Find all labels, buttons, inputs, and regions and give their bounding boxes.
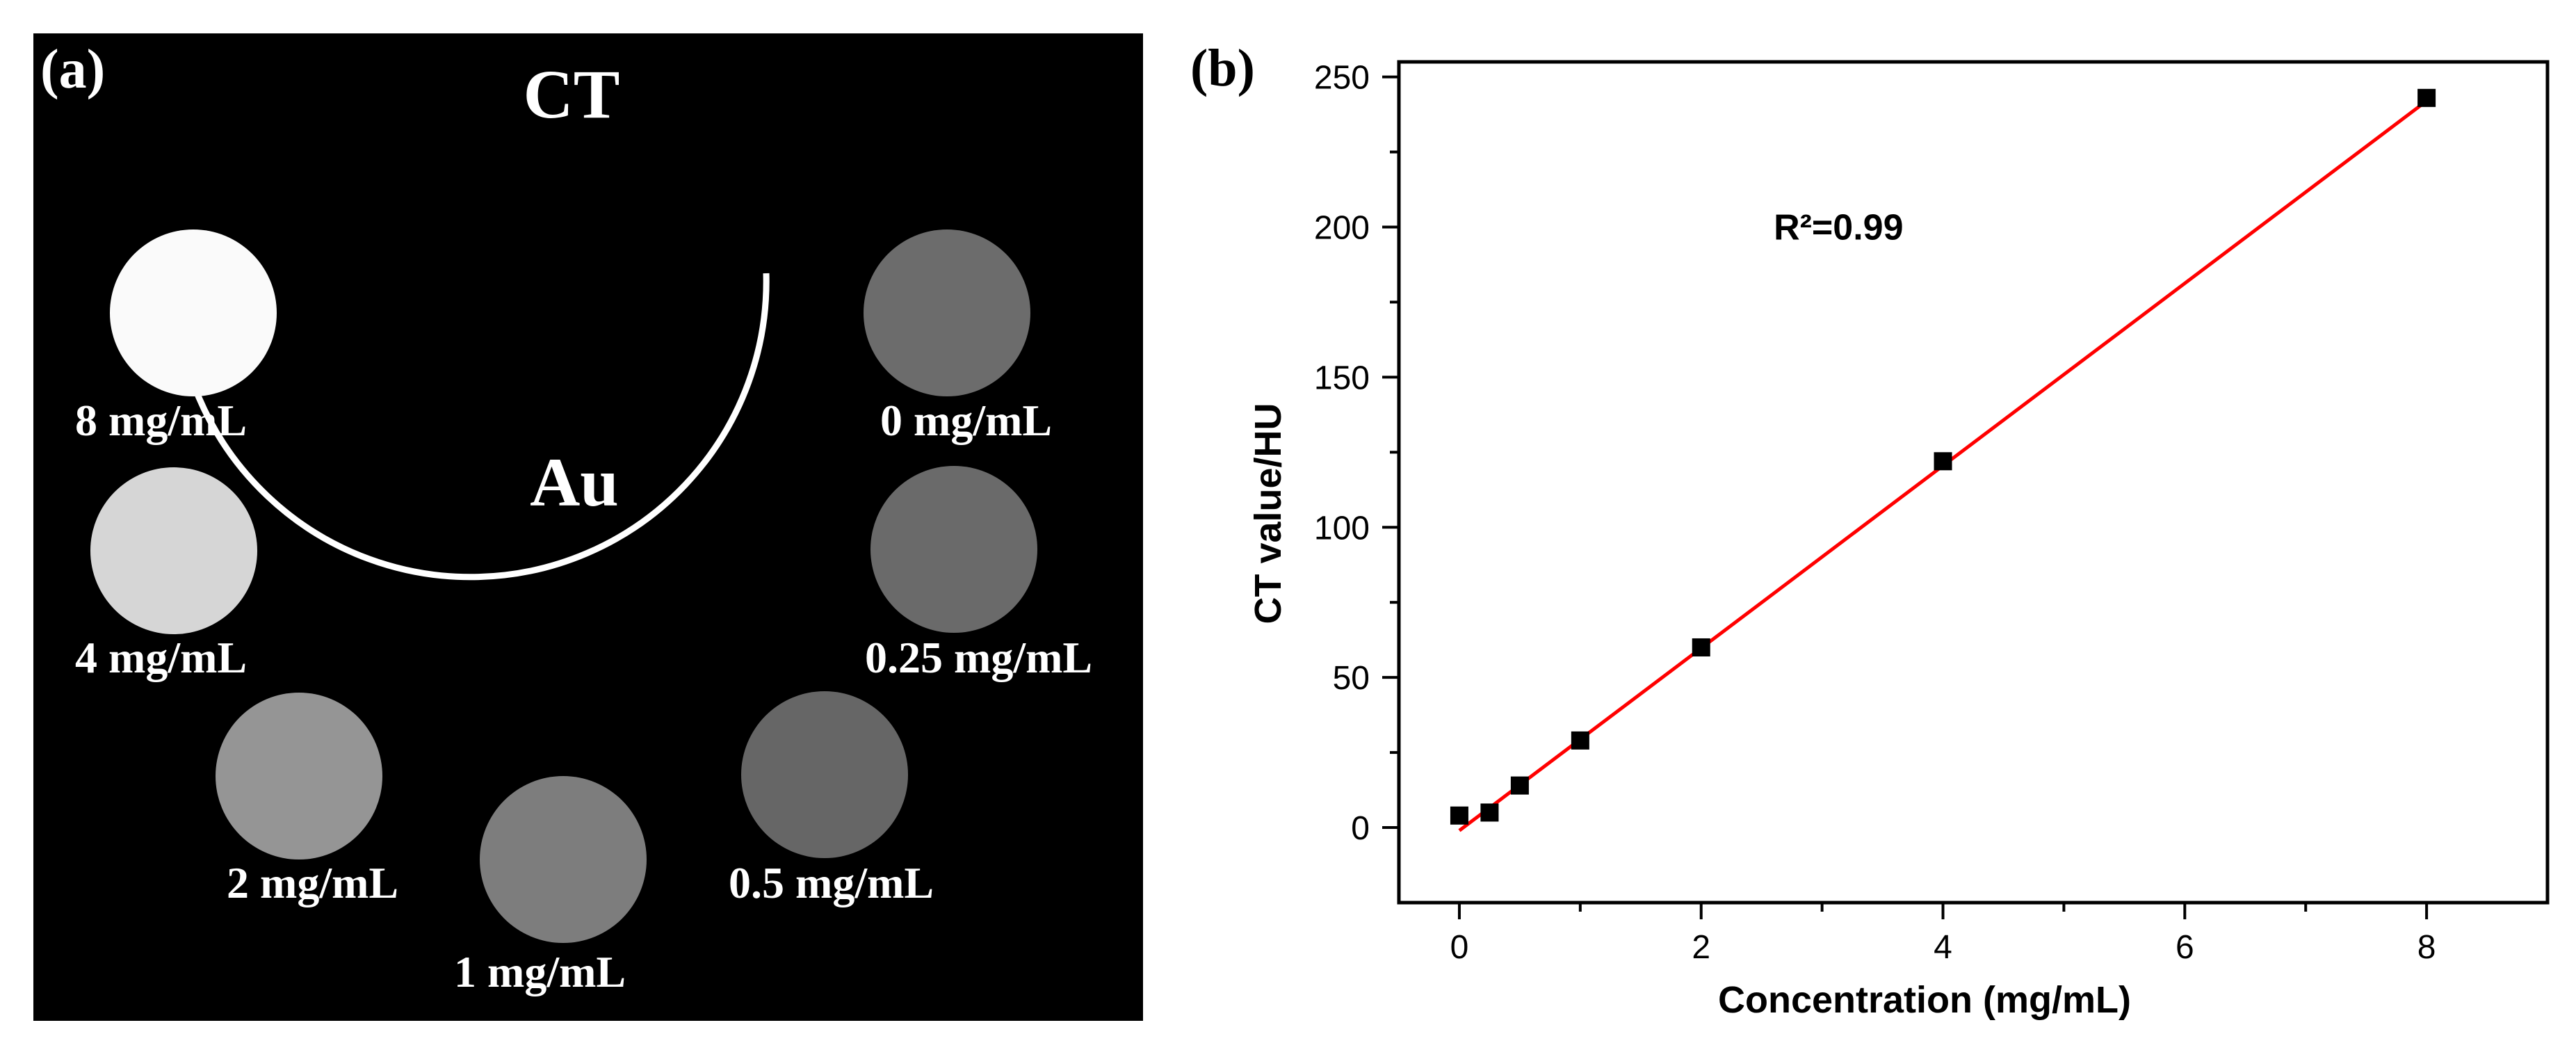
sample-disk-2 — [216, 693, 382, 860]
x-axis-label: Concentration (mg/mL) — [1718, 979, 2131, 1021]
sample-label-0: 0 mg/mL — [880, 396, 1053, 445]
sample-label-8: 8 mg/mL — [75, 396, 248, 445]
panel-a-label: (a) — [40, 39, 106, 100]
sample-label-2: 2 mg/mL — [227, 858, 399, 907]
panel-a-ct-image: (a) CT Au 8 mg/mL 4 mg/mL 2 mg/mL 1 mg/m… — [33, 33, 1143, 1021]
panel-b-label: (b) — [1190, 39, 1255, 97]
y-tick-label-250: 250 — [1314, 60, 1370, 97]
x-tick-label-8: 8 — [2417, 929, 2436, 966]
y-tick-label-50: 50 — [1333, 660, 1370, 697]
axes — [1397, 60, 2550, 905]
ticks: 0 2 4 6 8 0 50 100 150 200 250 — [1314, 60, 2436, 966]
sample-disk-1 — [480, 776, 647, 943]
sample-disk-0 — [864, 229, 1030, 396]
y-tick-label-100: 100 — [1314, 510, 1370, 547]
sample-label-4: 4 mg/mL — [75, 633, 248, 682]
x-tick-label-2: 2 — [1692, 929, 1710, 966]
x-tick-label-4: 4 — [1934, 929, 1952, 966]
sample-disk-4 — [90, 467, 257, 634]
y-tick-label-150: 150 — [1314, 360, 1370, 396]
center-label: Au — [530, 444, 619, 521]
data-point-0-5 — [1934, 452, 1952, 471]
data-point-0-1 — [1480, 803, 1499, 822]
sample-disk-0.5 — [741, 691, 908, 858]
y-tick-label-0: 0 — [1351, 810, 1370, 847]
data-point-0-3 — [1571, 731, 1589, 750]
sample-disk-8 — [110, 229, 277, 396]
data-point-0-0 — [1450, 806, 1468, 825]
sample-label-1: 1 mg/mL — [454, 947, 626, 996]
x-tick-label-6: 6 — [2176, 929, 2194, 966]
x-tick-label-0: 0 — [1450, 929, 1469, 966]
data-point-0-6 — [2417, 88, 2436, 107]
ring-arc — [172, 273, 770, 581]
data-point-0-2 — [1510, 776, 1529, 795]
data-points — [1450, 88, 2436, 825]
panel-a-title: CT — [523, 56, 620, 133]
sample-disk-0.25 — [870, 466, 1037, 633]
au-ring — [172, 273, 770, 581]
sample-label-0.25: 0.25 mg/mL — [865, 633, 1093, 682]
data-point-0-4 — [1692, 638, 1710, 656]
y-axis-label: CT value/HU — [1247, 403, 1289, 624]
y-tick-label-200: 200 — [1314, 209, 1370, 246]
r-squared-annotation: R²=0.99 — [1774, 207, 1903, 248]
chart-text: Concentration (mg/mL) CT value/HU R²=0.99 — [1247, 207, 2131, 1021]
sample-label-0.5: 0.5 mg/mL — [729, 858, 934, 907]
plot-frame — [1397, 60, 2550, 905]
